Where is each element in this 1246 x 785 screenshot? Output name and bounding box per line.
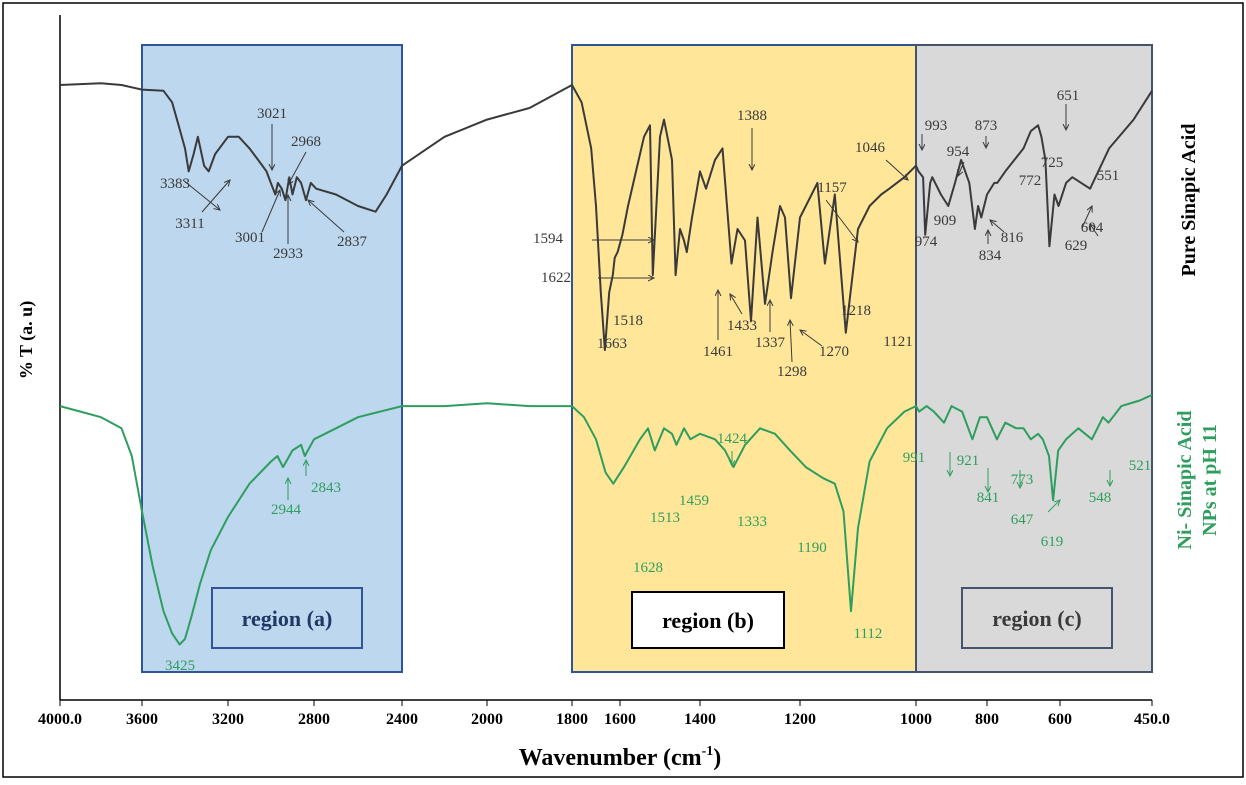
series-1-peak-label: 1337 (755, 335, 786, 351)
x-axis-label: Wavenumber (cm-1) (519, 744, 722, 771)
series-1-peak-label: 1433 (727, 318, 757, 334)
series-1-peak-label: 974 (915, 234, 938, 250)
series-2-peak-label: 2843 (311, 480, 341, 496)
series-1-peak-label: 604 (1081, 220, 1104, 236)
series-2-peak-label: 619 (1041, 534, 1064, 550)
series-1-peak-label: 1298 (777, 364, 807, 380)
x-tick-label: 1000 (900, 711, 932, 728)
series-2-peak-label: 991 (903, 450, 926, 466)
series-1-peak-label: 1157 (817, 180, 847, 196)
series-1-peak-label: 1622 (541, 270, 571, 286)
series-1-peak-label: 816 (1001, 230, 1024, 246)
x-tick-label: 450.0 (1134, 711, 1170, 728)
series-1-peak-label: 993 (925, 118, 948, 134)
x-tick-label: 2400 (386, 711, 418, 728)
series-2-peak-label: 1424 (717, 431, 748, 447)
series-1-peak-label: 1461 (703, 344, 733, 360)
series-1-peak-label: 2933 (273, 246, 303, 262)
x-tick-label: 1400 (684, 711, 716, 728)
series-2-peak-label: 548 (1089, 490, 1112, 506)
region-b-label: region (b) (662, 608, 754, 633)
x-tick-label: 800 (975, 711, 999, 728)
x-tick-label: 2800 (298, 711, 330, 728)
series-1-peak-label: 3021 (257, 106, 287, 122)
series-1-peak-label: 1518 (613, 313, 643, 329)
series-1-peak-label: 1663 (597, 336, 627, 352)
legend-series-1: Pure Sinapic Acid (1178, 124, 1200, 277)
series-1-peak-label: 3383 (160, 176, 190, 192)
x-tick-label: 600 (1048, 711, 1072, 728)
series-1-peak-label: 3001 (235, 230, 265, 246)
series-2-peak-label: 841 (977, 490, 1000, 506)
x-tick-label: 4000.0 (38, 711, 82, 728)
series-1-peak-label: 1121 (883, 334, 912, 350)
series-2-peak-label: 1112 (854, 626, 883, 642)
series-2-peak-label: 1459 (679, 493, 709, 509)
series-2-peak-label: 921 (957, 453, 980, 469)
x-tick-label: 2000 (471, 711, 503, 728)
series-1-peak-label: 1046 (855, 140, 886, 156)
series-1-peak-label: 1218 (841, 303, 871, 319)
series-2-peak-label: 773 (1011, 472, 1034, 488)
series-1-peak-label: 725 (1041, 155, 1064, 171)
region-a-label: region (a) (242, 606, 333, 631)
series-2-peak-label: 3425 (165, 658, 195, 674)
series-1-peak-label: 2968 (291, 134, 321, 150)
series-1-peak-label: 651 (1057, 88, 1080, 104)
series-1-peak-label: 3311 (175, 216, 204, 232)
series-1-peak-label: 551 (1097, 168, 1120, 184)
series-1-peak-label: 2837 (337, 234, 368, 250)
series-2-peak-label: 1628 (633, 560, 663, 576)
y-axis-label: % T (a. u) (16, 301, 37, 379)
series-1-peak-label: 629 (1065, 238, 1088, 254)
series-2-peak-label: 1513 (650, 510, 680, 526)
series-1-peak-label: 1270 (819, 344, 849, 360)
series-2-peak-label: 521 (1129, 458, 1152, 474)
region-c-label: region (c) (992, 606, 1081, 631)
series-2-peak-label: 1190 (797, 540, 826, 556)
series-2-peak-label: 1333 (737, 514, 767, 530)
x-tick-label: 1800 (556, 711, 588, 728)
legend-series-2: Ni- Sinapic Acid NPs at pH 11 (1174, 411, 1221, 550)
series-2-peak-label: 647 (1011, 512, 1034, 528)
x-tick-label: 1600 (604, 711, 636, 728)
series-1-peak-label: 772 (1019, 173, 1042, 189)
x-tick-label: 1200 (784, 711, 816, 728)
x-tick-label: 3200 (212, 711, 244, 728)
x-tick-label: 3600 (126, 711, 158, 728)
series-1-peak-label: 909 (934, 213, 957, 229)
series-1-peak-label: 873 (975, 118, 998, 134)
series-2-peak-label: 2944 (271, 502, 302, 518)
series-1-peak-label: 1594 (533, 231, 564, 247)
series-1-peak-label: 954 (947, 144, 970, 160)
series-1-peak-label: 1388 (737, 108, 767, 124)
series-1-peak-label: 834 (979, 248, 1002, 264)
